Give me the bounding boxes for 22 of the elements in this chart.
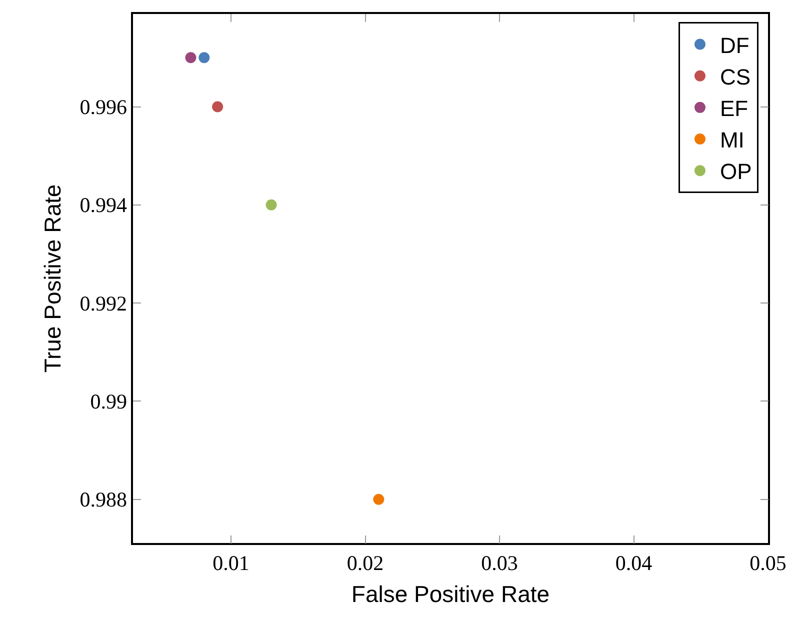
legend-label: MI [720,128,744,153]
point [266,199,277,210]
legend-label: CS [720,64,751,90]
point [212,101,224,112]
y-tick-label: 0.992 [80,291,128,316]
legend-label: DF [720,32,750,58]
y-tick-label: 0.99 [90,390,128,414]
x-tick-label: 0.02 [346,550,384,575]
x-tick-label: 0.04 [615,550,653,575]
x-axis-title: False Positive Rate [351,581,550,608]
legend-label: EF [720,96,748,122]
x-tick-label: 0.01 [212,550,250,575]
point [198,52,210,64]
y-tick-label: 0.996 [80,95,128,120]
point [185,52,196,64]
y-tick-label: 0.994 [80,193,128,218]
legend-label: OP [720,159,752,184]
y-tick-label: 0.988 [80,488,128,512]
y-axis-title: True Positive Rate [40,184,66,373]
x-tick-label: 0.05 [750,550,786,575]
point [373,494,384,505]
x-tick-label: 0.03 [481,550,518,575]
